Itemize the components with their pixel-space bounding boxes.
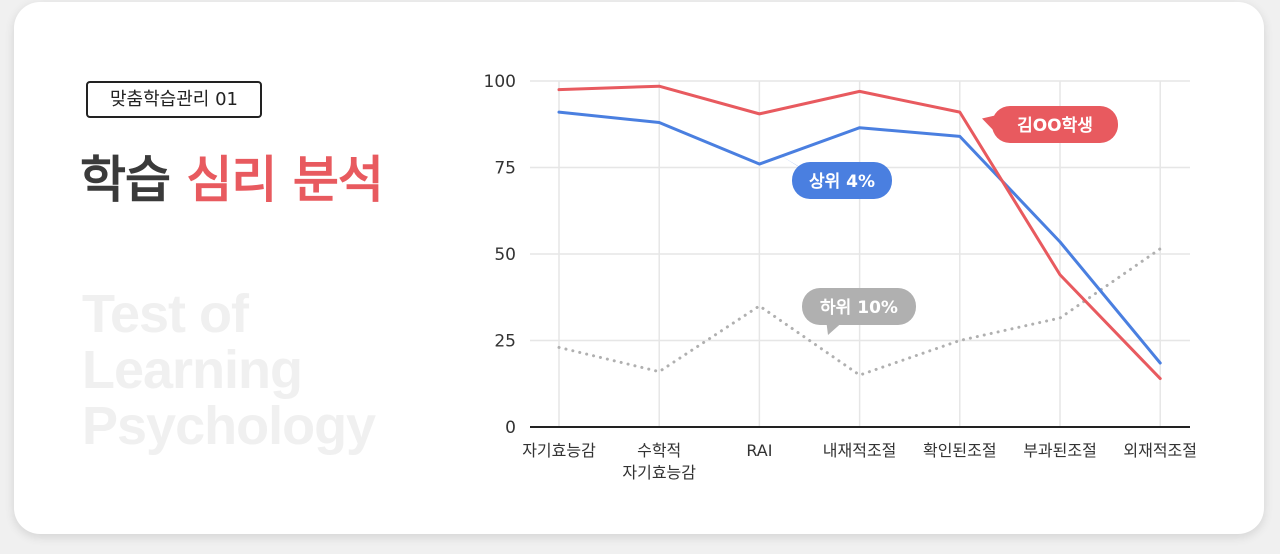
series-line <box>557 247 1162 377</box>
legend-bubble-top: 상위 4% <box>778 154 892 199</box>
x-tick-label: 수학적 <box>637 441 681 460</box>
x-tick-label: 외재적조절 <box>1123 441 1197 460</box>
series-line <box>557 110 1162 365</box>
watermark-line-1: Test of <box>82 284 249 344</box>
title-part-2: 심리 분석 <box>186 151 383 209</box>
x-tick-label: 자기효능감 <box>522 441 596 460</box>
series-label: 하위 10% <box>820 298 898 318</box>
background-watermark-text: Test of Learning Psychology <box>82 284 376 456</box>
watermark-line-2: Learning <box>82 340 303 400</box>
y-tick-label: 75 <box>494 159 516 179</box>
series-label: 상위 4% <box>809 172 875 192</box>
bubble-body <box>802 288 916 325</box>
legend-bubble-student: 김OO학생 <box>982 106 1118 143</box>
x-tick-label: 확인된조절 <box>923 441 997 460</box>
page-title: 학습 심리 분석 <box>80 140 384 212</box>
y-tick-label: 0 <box>505 418 516 438</box>
watermark-line-3: Psychology <box>82 396 376 456</box>
legend-bubble-bottom: 하위 10% <box>802 288 916 335</box>
bubble-body <box>792 162 892 199</box>
x-tick-label: 자기효능감 <box>622 463 696 482</box>
y-tick-label: 100 <box>484 72 516 92</box>
bubble-body <box>992 106 1118 143</box>
y-tick-label: 50 <box>494 245 516 265</box>
y-tick-label: 25 <box>494 332 516 352</box>
x-tick-label: RAI <box>746 441 772 460</box>
x-tick-label: 부과된조절 <box>1023 441 1097 460</box>
series-line <box>557 84 1162 381</box>
series-label: 김OO학생 <box>1017 116 1093 136</box>
section-badge: 맞춤학습관리 01 <box>86 81 262 118</box>
x-tick-label: 내재적조절 <box>823 441 897 460</box>
title-part-1: 학습 <box>80 151 171 209</box>
